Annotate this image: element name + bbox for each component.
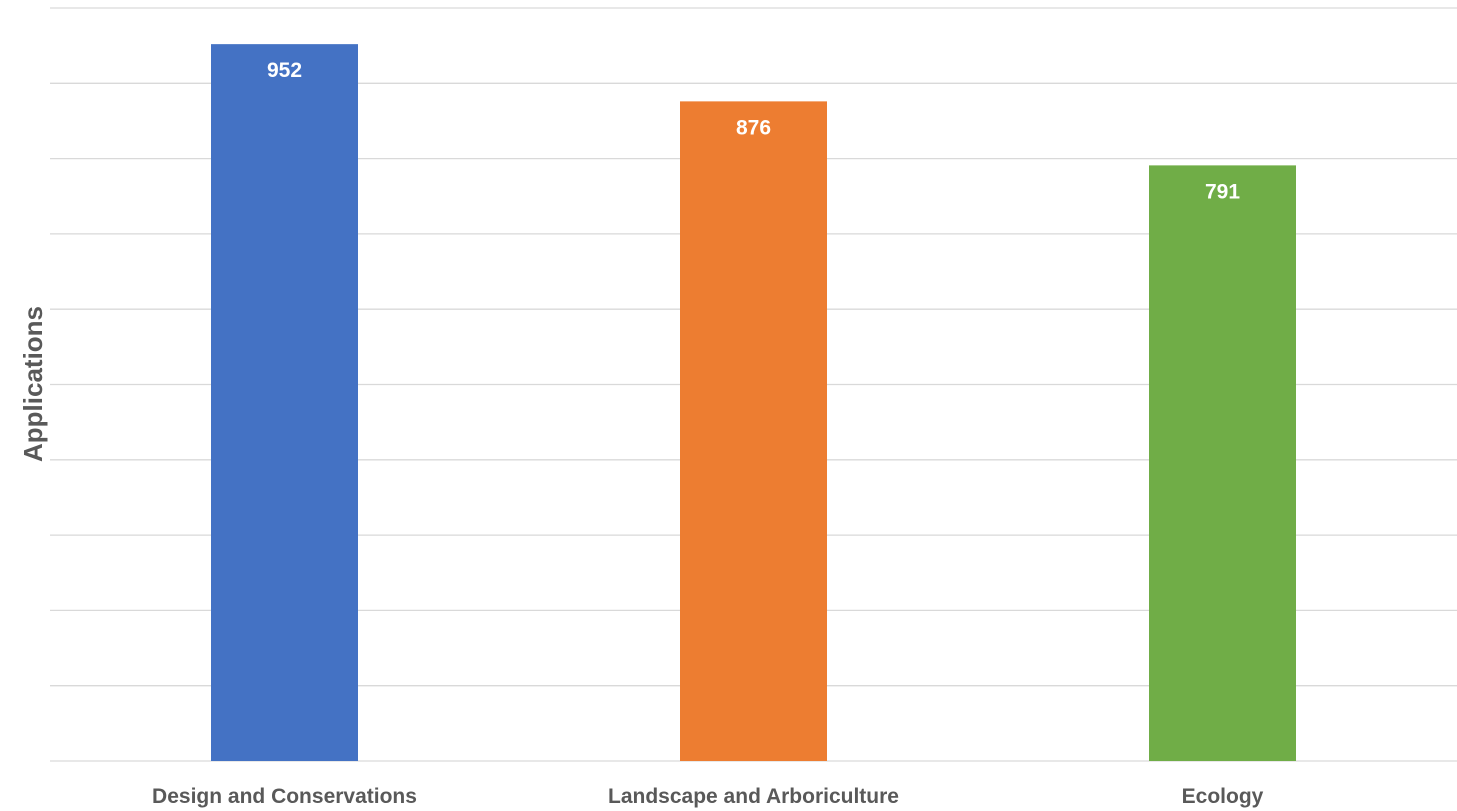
category-label: Ecology xyxy=(1182,785,1264,808)
category-label: Design and Conservations xyxy=(152,785,417,808)
data-label: 791 xyxy=(1205,180,1240,203)
data-labels: 952 876 791 xyxy=(267,59,1240,203)
data-label: 952 xyxy=(267,59,302,82)
bars xyxy=(211,44,1296,762)
category-labels: Design and Conservations Landscape and Ar… xyxy=(152,785,1264,808)
bar xyxy=(211,44,358,762)
bar xyxy=(680,101,827,761)
data-label: 876 xyxy=(736,116,771,139)
category-label: Landscape and Arboriculture xyxy=(608,785,899,808)
y-axis-label: Applications xyxy=(18,306,48,462)
bar xyxy=(1149,165,1296,761)
